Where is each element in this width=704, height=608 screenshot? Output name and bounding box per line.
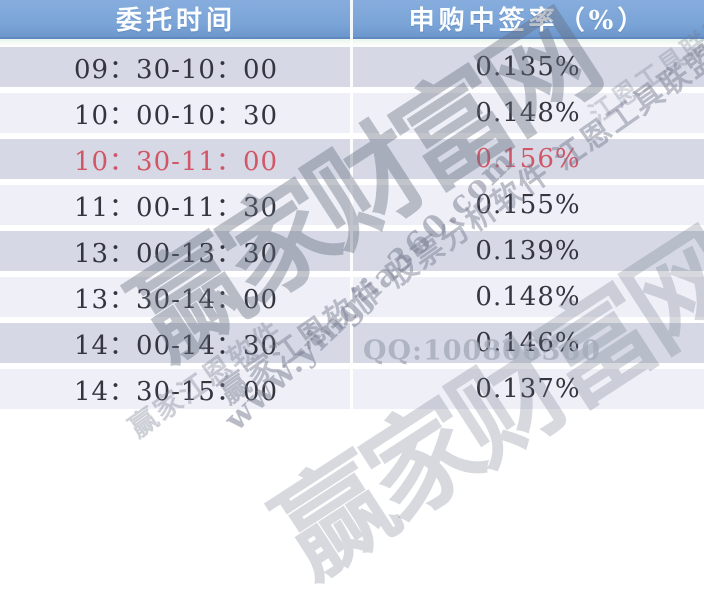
time-cell: 13：30-14：00: [73, 284, 279, 315]
time-cell: 11：00-11：30: [73, 192, 279, 223]
table-header-row: 委托时间 申购中签率（%）: [0, 0, 704, 39]
rate-cell: 0.135%: [475, 52, 581, 82]
rate-cell: 0.156%: [475, 144, 581, 174]
time-cell: 14：30-15：00: [73, 376, 279, 407]
time-cell: 10：30-11：00: [73, 146, 279, 177]
column-header-time: 委托时间: [0, 0, 352, 39]
time-cell: 10：00-10：30: [73, 100, 279, 131]
rate-cell: 0.139%: [475, 236, 581, 266]
time-cell: 13：00-13：30: [73, 238, 279, 269]
rate-cell: 0.137%: [475, 374, 581, 404]
rate-cell: 0.148%: [475, 98, 581, 128]
column-header-rate: 申购中签率（%）: [352, 0, 704, 39]
rate-cell: 0.155%: [475, 190, 581, 220]
time-cell: 09：30-10：00: [73, 54, 279, 85]
rate-cell: 0.146%: [475, 328, 581, 358]
column-divider: [350, 0, 353, 409]
rate-cell: 0.148%: [475, 282, 581, 312]
time-cell: 14：00-14：30: [73, 330, 279, 361]
